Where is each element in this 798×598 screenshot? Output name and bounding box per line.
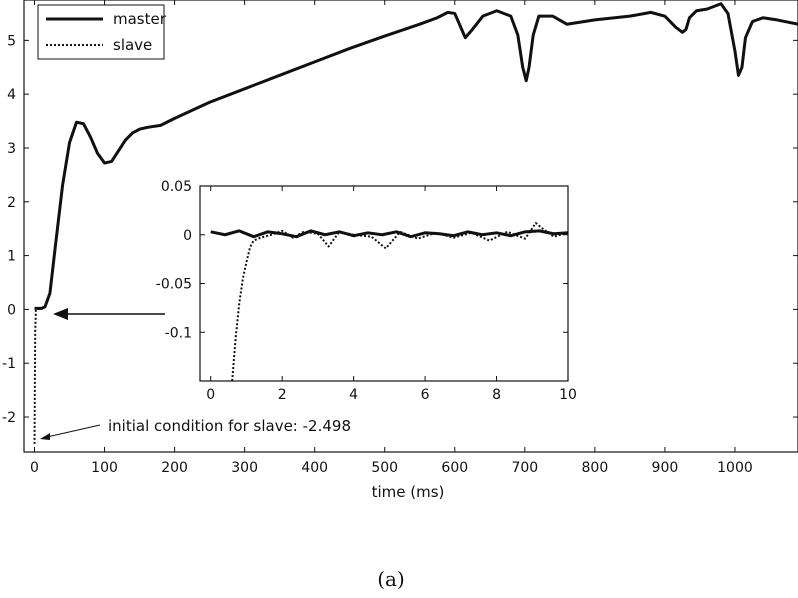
figure-caption: (a) [377,567,405,591]
series-line-master [210,229,568,239]
legend-box [37,4,165,60]
y-tick-label: 4 [7,87,16,103]
zoom-arrow-head [53,308,68,320]
y-tick-label: 2 [7,195,16,211]
x-tick-label: 100 [91,460,118,476]
legend-master-label: master [113,10,167,28]
x-tick-label: 800 [582,460,609,476]
x-tick-label: 700 [511,460,538,476]
y-tick-label: -0.05 [156,277,192,293]
y-tick-label: 3 [7,141,16,157]
x-tick-label: 300 [231,460,258,476]
x-tick-label: 200 [161,460,188,476]
x-tick-label: 1000 [717,460,753,476]
x-tick-label: 8 [492,387,501,403]
x-tick-label: 6 [421,387,430,403]
x-tick-label: 600 [441,460,468,476]
y-tick-label: 0 [7,302,16,318]
x-tick-label: 900 [652,460,679,476]
annotation-text: initial condition for slave: -2.498 [108,417,351,435]
y-tick-label: -1 [2,356,16,372]
y-tick-label: 0 [183,228,192,244]
annotation-initial-condition: initial condition for slave: -2.498 [40,417,351,440]
series-line-slave [231,222,568,381]
legend-slave-label: slave [113,36,152,54]
x-tick-label: 4 [349,387,358,403]
annotation-arrow-line [46,424,101,438]
y-tick-label: 0.05 [161,179,192,195]
y-tick-label: -0.1 [165,325,192,341]
main-series-layer [33,2,798,444]
main-axis-ticks: 0 100 200 300 400 500 600 700 800 900 1000-2-10123… [2,0,798,476]
inset-series-layer [210,222,568,381]
y-tick-label: 1 [7,249,16,265]
inset-plot-area [199,185,569,382]
y-tick-label: -2 [2,410,16,426]
annotation-zoom-arrow [53,308,165,320]
x-tick-label: 0 [206,387,215,403]
x-tick-label: 2 [278,387,287,403]
inset-chart: 0 2 4 6 8 10 0.05 0 -0.05 -0.1 [156,179,577,403]
main-xlabel: time (ms) [372,483,445,501]
y-tick-label: 5 [7,33,16,49]
annotation-arrow-head [40,433,50,440]
inset-axis-ticks: 0 2 4 6 8 10 0.05 0 -0.05 -0.1 [156,179,577,403]
x-tick-label: 500 [371,460,398,476]
x-tick-label: 0 [30,460,39,476]
series-line-slave [33,2,798,444]
x-tick-label: 10 [559,387,577,403]
legend: master slave [37,4,167,60]
x-tick-label: 400 [301,460,328,476]
